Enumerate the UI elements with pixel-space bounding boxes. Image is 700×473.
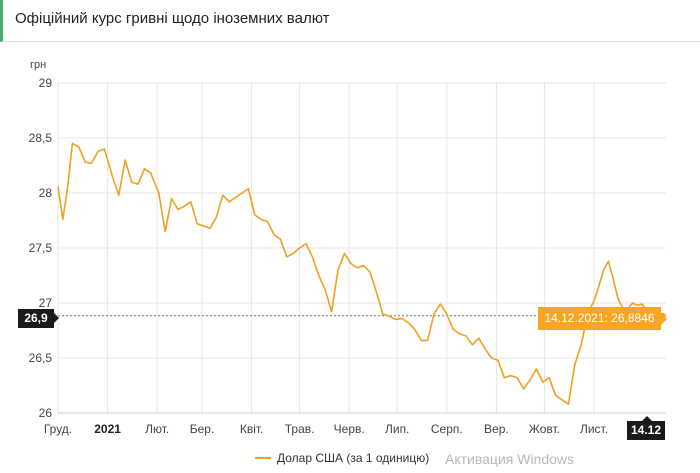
x-tick-label: 2021	[94, 422, 121, 436]
y-tick-label: 26	[39, 406, 53, 420]
x-axis: Груд. 2021 Лют. Бер. Квіт. Трав. Черв. Лип. Серп…	[44, 422, 608, 436]
x-tick-label: Лип.	[385, 422, 409, 436]
series-group	[57, 142, 666, 406]
y-tick-label: 29	[39, 76, 53, 90]
os-activation-watermark: Активация Windows	[445, 451, 575, 467]
page-header: Офіційний курс гривні щодо іноземних вал…	[0, 0, 700, 42]
x-tick-label: Лист.	[580, 422, 608, 436]
value-tooltip: 14.12.2021: 26,8846	[538, 307, 667, 330]
y-axis-unit-label: грн	[30, 59, 46, 71]
y-tick-label: 26,5	[29, 351, 53, 365]
series-line-usd	[57, 142, 663, 406]
chart-grid	[57, 82, 666, 414]
y-tick-label: 27,5	[29, 241, 53, 255]
y-tick-label: 28,5	[29, 131, 53, 145]
x-tick-label: Лют.	[145, 422, 169, 436]
x-tick-label: Серп.	[431, 422, 463, 436]
x-date-badge: 14.12	[627, 416, 665, 440]
y-axis: 26 26,5 27 27,5 28 28,5 29	[29, 76, 53, 420]
x-tick-label: Вер.	[484, 422, 509, 436]
legend-label: Долар США (за 1 одиницю)	[277, 451, 430, 465]
x-tick-label: Жовт.	[529, 422, 560, 436]
y-tick-label: 27	[39, 296, 53, 310]
y-value-badge: 26,9	[18, 309, 59, 328]
x-tick-label: Бер.	[190, 422, 215, 436]
x-tick-label: Груд.	[44, 422, 72, 436]
x-tick-label: Черв.	[334, 422, 365, 436]
x-tick-label: Квіт.	[240, 422, 264, 436]
page-title: Офіційний курс гривні щодо іноземних вал…	[15, 10, 330, 27]
chart-legend[interactable]: Долар США (за 1 одиницю)	[255, 451, 429, 465]
legend-swatch	[255, 457, 271, 459]
x-tick-label: Трав.	[285, 422, 315, 436]
y-tick-label: 28	[39, 186, 53, 200]
